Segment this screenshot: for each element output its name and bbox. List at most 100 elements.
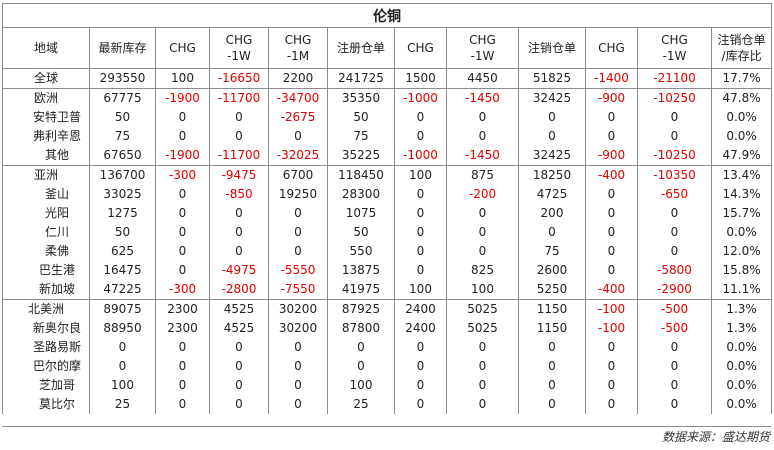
location-row: 光阳 1275 0 0 0 1075 0 0 200 0 0 15.7%: [2, 204, 773, 223]
table-cell: 0: [585, 338, 638, 357]
table-cell: 0: [394, 204, 447, 223]
column-header: CHG -1W: [446, 27, 519, 69]
table-cell: -1900: [155, 88, 210, 108]
table-cell: 0: [585, 127, 638, 146]
table-cell: 0.0%: [710, 127, 773, 146]
location-name: 弗利辛恩: [2, 127, 90, 146]
table-cell: 0: [209, 338, 269, 357]
table-cell: 0: [585, 261, 638, 280]
table-cell: 0: [268, 242, 328, 261]
table-cell: 35350: [327, 88, 395, 108]
table-cell: 0: [446, 108, 519, 127]
table-cell: 51825: [518, 68, 586, 89]
table-cell: 0: [155, 395, 210, 414]
table-cell: 0: [637, 127, 712, 146]
location-row: 仁川 50 0 0 0 50 0 0 0 0 0 0.0%: [2, 223, 773, 242]
region-name: 亚洲: [2, 165, 90, 185]
table-cell: -21100: [637, 68, 712, 89]
table-cell: 28300: [327, 185, 395, 204]
table-cell: 0.0%: [710, 338, 773, 357]
location-row: 柔佛 625 0 0 0 550 0 0 75 0 0 12.0%: [2, 242, 773, 261]
table-cell: 47225: [89, 280, 156, 300]
table-cell: 0: [394, 395, 447, 414]
table-cell: 0: [155, 338, 210, 357]
table-cell: 0: [394, 108, 447, 127]
table-cell: -300: [155, 280, 210, 300]
column-header: CHG -1M: [268, 27, 328, 69]
location-row: 莫比尔 25 0 0 0 25 0 0 0 0 0 0.0%: [2, 395, 773, 414]
table-cell: 0: [268, 357, 328, 376]
table-cell: 0: [209, 127, 269, 146]
table-cell: 200: [518, 204, 586, 223]
table-cell: 1275: [89, 204, 156, 223]
table-cell: 1075: [327, 204, 395, 223]
table-cell: 4450: [446, 68, 519, 89]
table-cell: -100: [585, 299, 638, 319]
table-cell: 13875: [327, 261, 395, 280]
column-header: 地域: [2, 27, 90, 69]
location-name: 其他: [2, 146, 90, 166]
table-cell: 87925: [327, 299, 395, 319]
table-cell: 88950: [89, 319, 156, 338]
table-cell: 0.0%: [710, 357, 773, 376]
table-cell: 0: [89, 338, 156, 357]
table-cell: 18250: [518, 165, 586, 185]
table-cell: 32425: [518, 88, 586, 108]
table-cell: 0: [394, 338, 447, 357]
table-cell: 100: [446, 280, 519, 300]
region-name: 北美洲: [2, 299, 90, 319]
table-cell: 50: [327, 108, 395, 127]
location-name: 芝加哥: [2, 376, 90, 395]
table-cell: -5800: [637, 261, 712, 280]
table-cell: -900: [585, 146, 638, 166]
table-cell: 100: [327, 376, 395, 395]
table-cell: -11700: [209, 88, 269, 108]
table-cell: 14.3%: [710, 185, 773, 204]
region-row: 全球 293550 100 -16650 2200 241725 1500 4450 51825…: [2, 68, 773, 89]
table-cell: 32425: [518, 146, 586, 166]
table-cell: 0: [446, 242, 519, 261]
table-cell: -400: [585, 165, 638, 185]
table-cell: 12.0%: [710, 242, 773, 261]
location-row: 芝加哥 100 0 0 0 100 0 0 0 0 0 0.0%: [2, 376, 773, 395]
table-cell: 1500: [394, 68, 447, 89]
table-cell: 2600: [518, 261, 586, 280]
header-row: 地域 最新库存 CHG CHG -1W CHG -1M 注册仓单 CHG CHG -1W 注销仓…: [2, 27, 773, 69]
location-name: 釜山: [2, 185, 90, 204]
table-cell: 1.3%: [710, 319, 773, 338]
table-cell: 0: [585, 357, 638, 376]
location-name: 新加坡: [2, 280, 90, 300]
table-cell: 293550: [89, 68, 156, 89]
table-cell: 0: [209, 223, 269, 242]
table-cell: 67775: [89, 88, 156, 108]
table-cell: 0: [394, 127, 447, 146]
table-cell: 0.0%: [710, 108, 773, 127]
location-row: 弗利辛恩 75 0 0 0 75 0 0 0 0 0 0.0%: [2, 127, 773, 146]
table-cell: 0: [446, 127, 519, 146]
table-cell: 0: [155, 357, 210, 376]
table-cell: -200: [446, 185, 519, 204]
table-cell: 15.7%: [710, 204, 773, 223]
region-row: 欧洲 67775 -1900 -11700 -34700 35350 -1000 -1450 3…: [2, 88, 773, 108]
region-row: 北美洲 89075 2300 4525 30200 87925 2400 5025 1150 -1…: [2, 299, 773, 319]
location-name: 巴尔的摩: [2, 357, 90, 376]
table-cell: 75: [518, 242, 586, 261]
location-name: 柔佛: [2, 242, 90, 261]
table-cell: 2200: [268, 68, 328, 89]
table-cell: -7550: [268, 280, 328, 300]
table-cell: 47.8%: [710, 88, 773, 108]
table-cell: 0: [209, 357, 269, 376]
table-cell: -650: [637, 185, 712, 204]
table-cell: 0: [585, 108, 638, 127]
table-cell: -300: [155, 165, 210, 185]
table-cell: 0: [155, 242, 210, 261]
table-cell: -1450: [446, 88, 519, 108]
location-name: 新奥尔良: [2, 319, 90, 338]
table-bottom-border: [2, 426, 771, 427]
table-cell: 0: [637, 242, 712, 261]
table-cell: 0: [155, 204, 210, 223]
table-cell: -2900: [637, 280, 712, 300]
table-cell: 2300: [155, 299, 210, 319]
title-row: 伦铜: [1, 3, 773, 28]
data-source-note: 数据来源：盛达期货: [661, 430, 770, 444]
